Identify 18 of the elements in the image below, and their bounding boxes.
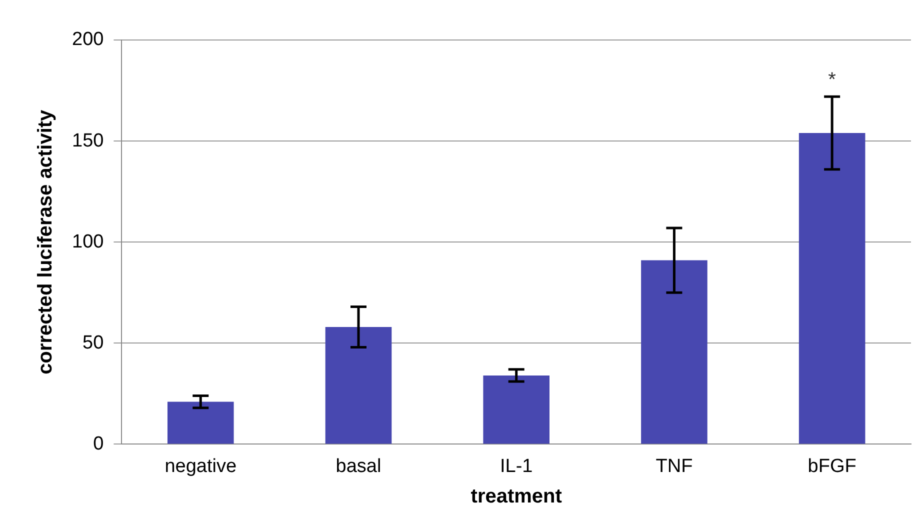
y-tick-label: 100 bbox=[72, 231, 104, 252]
bar bbox=[483, 375, 550, 444]
y-tick-label: 0 bbox=[93, 433, 104, 454]
y-tick-label: 150 bbox=[72, 130, 104, 152]
bar bbox=[641, 260, 708, 444]
x-axis-title: treatment bbox=[470, 486, 562, 508]
x-tick-label: bFGF bbox=[808, 456, 856, 477]
x-tick-label: basal bbox=[336, 456, 382, 477]
y-tick-label: 50 bbox=[82, 332, 104, 354]
x-tick-label: TNF bbox=[656, 456, 693, 477]
bar bbox=[798, 132, 866, 444]
bar bbox=[167, 402, 234, 444]
x-tick-label: IL-1 bbox=[500, 456, 533, 477]
annotation: * bbox=[828, 69, 836, 92]
bar bbox=[325, 326, 392, 444]
x-tick-label: negative bbox=[164, 456, 237, 477]
y-axis-title: corrected luciferase activity bbox=[34, 108, 57, 374]
y-tick-label: 200 bbox=[72, 29, 104, 50]
